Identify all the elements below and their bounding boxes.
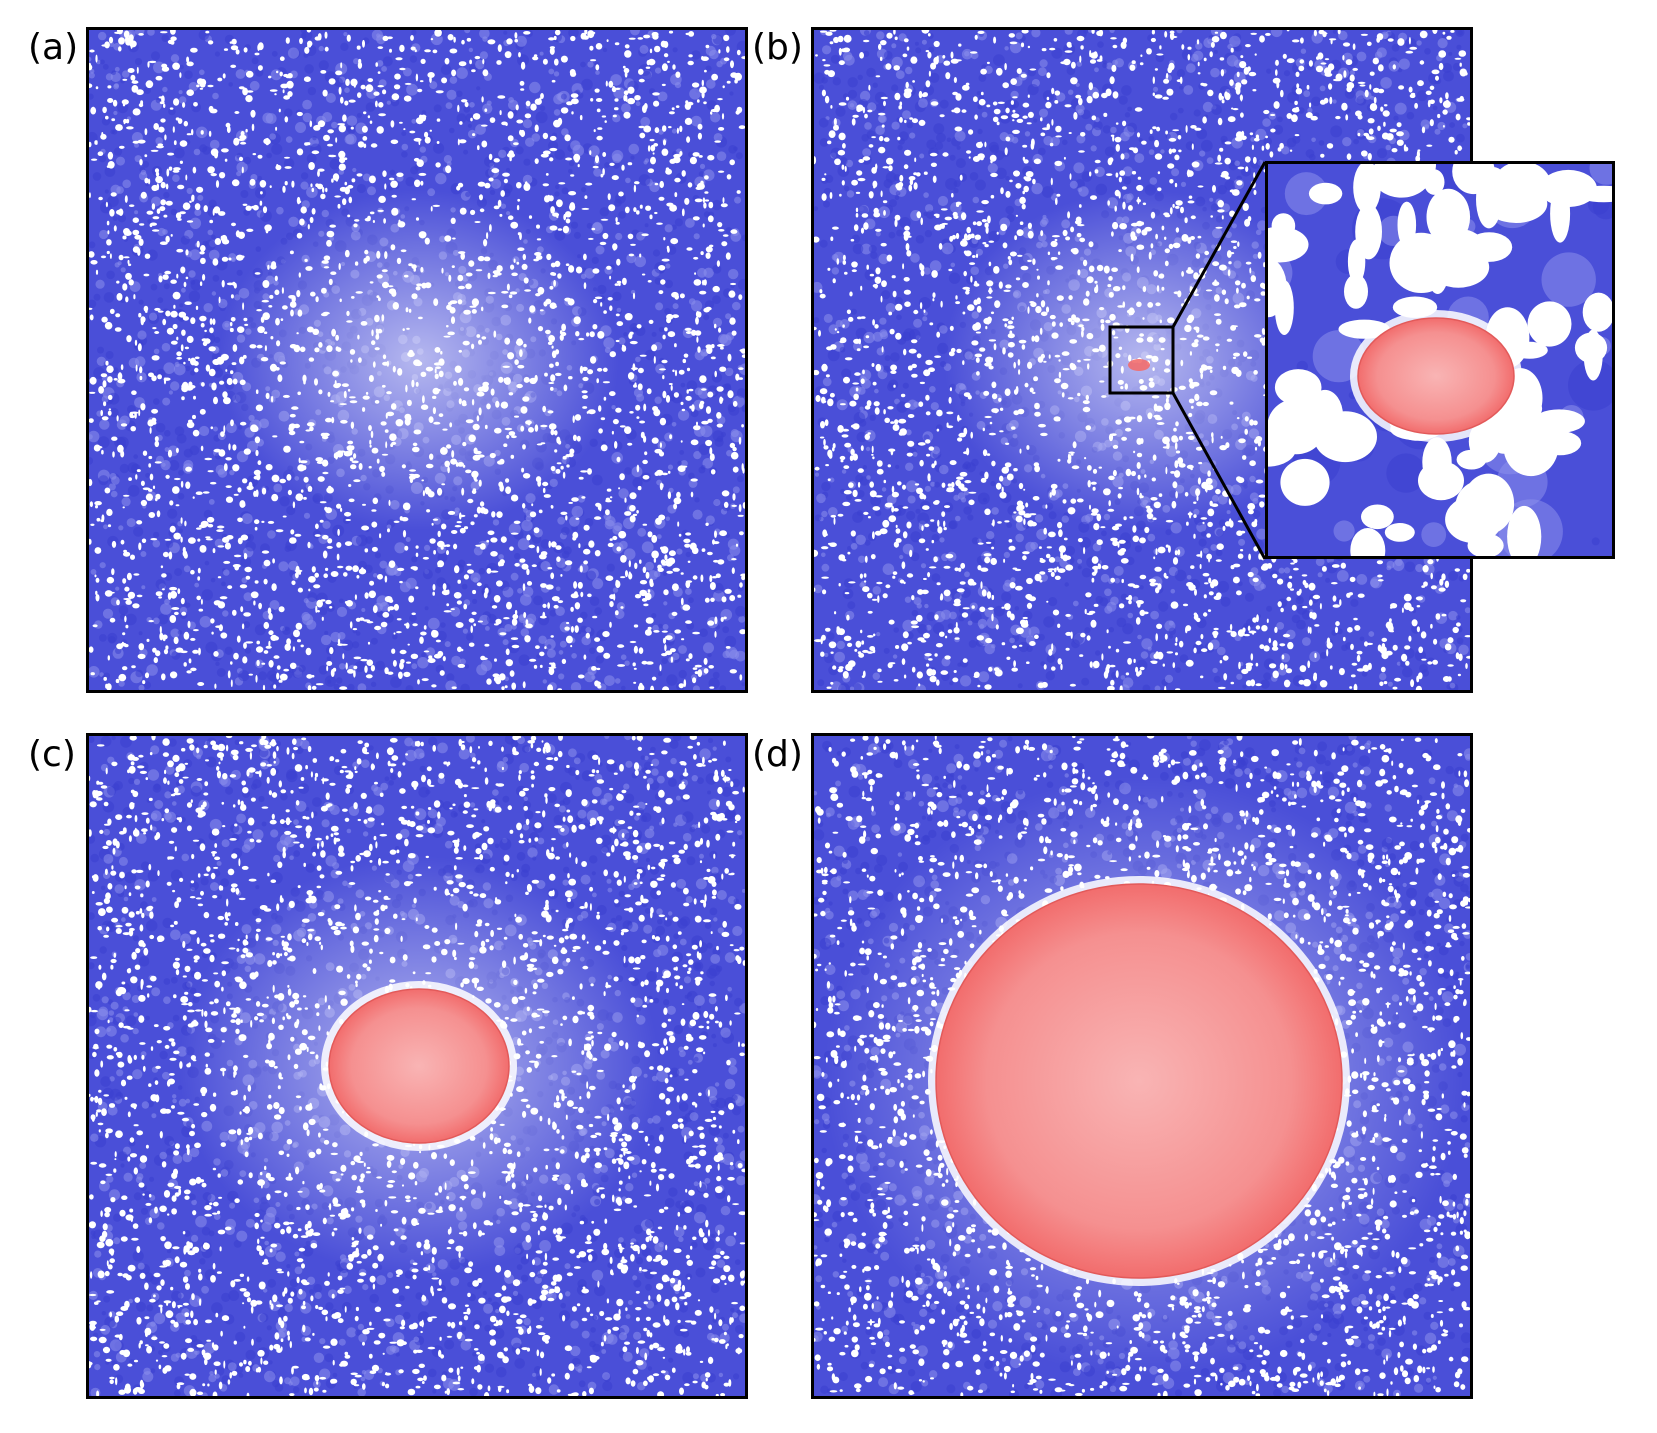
panel-d-image — [811, 733, 1473, 1399]
panel-label-d: (d) — [752, 734, 803, 775]
panel-label-c: (c) — [28, 734, 76, 775]
panel-d-texture — [814, 736, 1470, 1396]
panel-c-image — [86, 733, 748, 1399]
panel-c-texture — [89, 736, 745, 1396]
panel-b-inset — [1265, 161, 1615, 559]
panel-a-image — [86, 27, 748, 693]
panel-a-texture — [89, 30, 745, 690]
panel-label-a: (a) — [28, 27, 79, 68]
inset-texture — [1268, 164, 1612, 556]
panel-label-b: (b) — [752, 27, 803, 68]
